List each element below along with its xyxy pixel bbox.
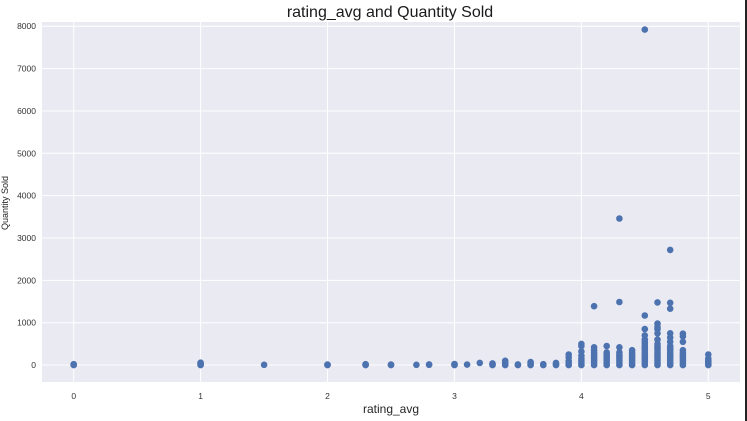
data-point xyxy=(679,346,687,354)
data-point xyxy=(197,359,204,367)
x-tick-label: 0 xyxy=(71,391,76,401)
window-edge xyxy=(745,0,747,421)
data-point xyxy=(616,298,623,306)
data-point xyxy=(514,361,522,368)
y-tick-label: 8000 xyxy=(17,21,36,31)
data-point xyxy=(654,299,661,306)
data-point xyxy=(641,325,649,333)
data-point xyxy=(590,302,598,310)
y-tick-label: 5000 xyxy=(17,148,36,158)
data-point xyxy=(578,340,585,348)
data-point xyxy=(527,358,534,366)
data-points xyxy=(70,26,712,369)
data-point xyxy=(641,312,649,319)
data-point xyxy=(260,361,268,369)
data-point xyxy=(666,246,674,254)
data-point xyxy=(324,361,331,368)
data-point xyxy=(616,349,623,356)
y-tick-label: 7000 xyxy=(17,64,36,74)
data-point xyxy=(666,299,674,307)
data-point xyxy=(603,349,610,356)
data-point xyxy=(540,360,547,368)
data-point xyxy=(603,342,610,350)
data-point xyxy=(654,320,661,327)
x-axis-label: rating_avg xyxy=(363,402,419,416)
x-tick-label: 1 xyxy=(198,391,203,401)
gridlines xyxy=(42,22,740,382)
y-axis-ticks: 0 1000 2000 3000 4000 5000 6000 7000 8000 xyxy=(17,21,36,370)
data-point xyxy=(666,305,674,313)
data-point xyxy=(666,330,674,337)
data-point xyxy=(70,360,77,368)
data-point xyxy=(489,360,496,367)
data-point xyxy=(451,360,458,368)
y-tick-label: 3000 xyxy=(17,233,36,243)
data-point xyxy=(476,359,484,367)
data-point xyxy=(679,338,687,346)
data-point xyxy=(641,332,649,339)
data-point xyxy=(413,361,420,369)
data-point xyxy=(628,346,636,354)
data-point xyxy=(705,351,712,358)
y-tick-label: 2000 xyxy=(17,275,36,285)
y-tick-label: 0 xyxy=(31,360,36,370)
data-point xyxy=(387,361,395,368)
x-tick-label: 2 xyxy=(325,391,330,401)
data-point xyxy=(501,357,509,365)
data-point xyxy=(463,361,471,368)
data-point xyxy=(616,215,623,222)
data-point xyxy=(362,360,369,368)
data-point xyxy=(679,330,687,338)
chart-title: rating_avg and Quantity Sold xyxy=(287,4,493,21)
data-point xyxy=(425,361,433,368)
y-tick-label: 4000 xyxy=(17,191,36,201)
x-axis-ticks: 0 1 2 3 4 5 xyxy=(71,391,711,401)
data-point xyxy=(565,351,572,358)
data-point xyxy=(616,344,623,351)
data-point xyxy=(641,26,649,33)
data-point xyxy=(590,344,598,351)
plot-area xyxy=(42,22,740,382)
y-tick-label: 1000 xyxy=(17,318,36,328)
data-point xyxy=(578,348,585,355)
x-tick-label: 3 xyxy=(452,391,457,401)
y-axis-label: Quantity Sold xyxy=(0,176,10,230)
data-point xyxy=(552,359,560,367)
data-point xyxy=(654,336,661,343)
x-tick-label: 4 xyxy=(579,391,584,401)
y-tick-label: 6000 xyxy=(17,106,36,116)
x-tick-label: 5 xyxy=(706,391,711,401)
